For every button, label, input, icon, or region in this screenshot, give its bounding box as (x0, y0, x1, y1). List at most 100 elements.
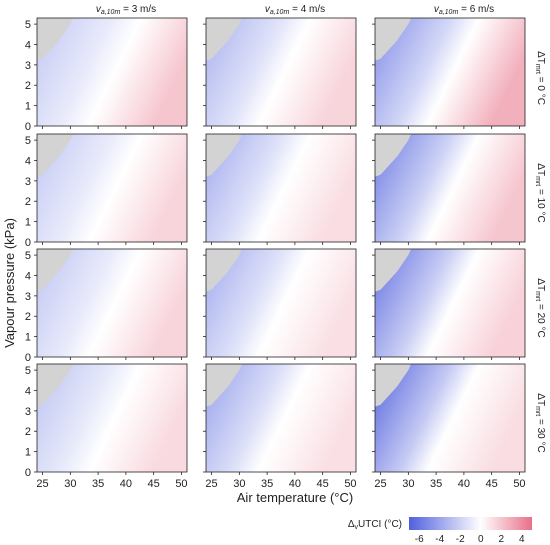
panel-frame (36, 133, 188, 243)
y-tick-label: 0 (25, 237, 31, 249)
heatmap-panels (34, 17, 526, 475)
y-tick-label: 3 (25, 60, 31, 72)
y-tick-label: 5 (25, 135, 31, 147)
panel-r1-c2 (203, 17, 357, 129)
row-headers: ΔTmrt = 0 °C ΔTmrt = 10 °C ΔTmrt = 20 °C… (534, 51, 546, 453)
x-tick-label: 45 (317, 478, 329, 490)
y-tick-label: 4 (25, 270, 31, 282)
panel-r2-c3 (372, 133, 526, 245)
colorbar: ΔvUTCI (°C) -6 -4 -2 0 2 4 (348, 517, 532, 545)
colorbar-tick-label: -2 (456, 534, 465, 545)
masked-region (375, 18, 412, 61)
x-tick-label: 35 (92, 478, 104, 490)
panel-r4-c2 (203, 363, 357, 475)
colorbar-tick-label: 0 (478, 534, 484, 545)
y-tick-label: 5 (25, 365, 31, 377)
y-tick-label: 3 (25, 291, 31, 303)
masked-region (375, 134, 412, 177)
panel-frame (36, 248, 188, 358)
row-header-4: ΔTmrt = 30 °C (534, 393, 546, 452)
y-tick-label: 3 (25, 406, 31, 418)
y-tick-label: 4 (25, 385, 31, 397)
y-tick-label: 1 (25, 101, 31, 113)
y-tick-label: 1 (25, 447, 31, 459)
y-tick-label: 2 (25, 426, 31, 438)
y-tick-label: 0 (25, 467, 31, 479)
panel-frame (36, 17, 188, 127)
panel-frame (374, 248, 526, 358)
y-tick-label: 4 (25, 39, 31, 51)
masked-region (206, 134, 243, 177)
panel-r1-c3 (372, 17, 526, 129)
panel-r3-c2 (203, 248, 357, 360)
x-tick-label: 40 (289, 478, 301, 490)
x-tick-label: 40 (120, 478, 132, 490)
masked-region (206, 18, 243, 61)
colorbar-tick-label: -6 (415, 534, 424, 545)
x-tick-label: 30 (402, 478, 414, 490)
panel-frame (205, 363, 357, 473)
panel-r2-c2 (203, 133, 357, 245)
masked-region (206, 249, 243, 292)
x-tick-label: 25 (374, 478, 386, 490)
row-header-3: ΔTmrt = 20 °C (534, 278, 546, 337)
colorbar-gradient (409, 517, 532, 530)
x-tick-label: 30 (64, 478, 76, 490)
colorbar-tick-label: 2 (498, 534, 504, 545)
panel-frame (374, 363, 526, 473)
panel-frame (374, 17, 526, 127)
masked-region (375, 364, 412, 407)
y-axis-label: Vapour pressure (kPa) (2, 218, 17, 348)
y-tick-label: 0 (25, 121, 31, 133)
masked-region (37, 134, 74, 177)
panel-r4-c1 (34, 363, 188, 475)
x-tick-label: 25 (36, 478, 48, 490)
panel-frame (374, 133, 526, 243)
colorbar-ticks: -6 -4 -2 0 2 4 (415, 534, 525, 545)
masked-region (206, 364, 243, 407)
x-tick-label: 40 (458, 478, 470, 490)
y-tick-label: 5 (25, 19, 31, 31)
x-tick-label: 30 (233, 478, 245, 490)
x-tick-label: 45 (148, 478, 160, 490)
panel-r2-c1 (34, 133, 188, 245)
panel-frame (205, 17, 357, 127)
y-tick-label: 4 (25, 155, 31, 167)
colorbar-label: ΔvUTCI (°C) (348, 519, 402, 531)
y-tick-label: 3 (25, 176, 31, 188)
y-tick-label: 2 (25, 311, 31, 323)
x-tick-label: 45 (486, 478, 498, 490)
colorbar-tick-label: -4 (435, 534, 444, 545)
x-tick-label: 25 (205, 478, 217, 490)
colorbar-tick-label: 4 (519, 534, 525, 545)
y-tick-label: 5 (25, 250, 31, 262)
y-tick-label: 0 (25, 352, 31, 364)
y-tick-label: 1 (25, 332, 31, 344)
row-header-2: ΔTmrt = 10 °C (534, 163, 546, 222)
x-axis-label: Air temperature (°C) (237, 490, 353, 505)
masked-region (37, 364, 74, 407)
panel-frame (205, 133, 357, 243)
column-header-2: va,10m = 4 m/s (265, 4, 325, 16)
x-tick-label: 50 (513, 478, 525, 490)
x-tick-label: 50 (344, 478, 356, 490)
column-header-3: va,10m = 6 m/s (434, 4, 494, 16)
panel-r4-c3 (372, 363, 526, 475)
x-tick-label: 35 (430, 478, 442, 490)
y-tick-label: 2 (25, 80, 31, 92)
y-tick-label: 1 (25, 217, 31, 229)
panel-frame (36, 363, 188, 473)
masked-region (37, 249, 74, 292)
column-header-1: va,10m = 3 m/s (96, 4, 156, 16)
masked-region (375, 249, 412, 292)
panel-r1-c1 (34, 17, 188, 129)
y-tick-label: 2 (25, 196, 31, 208)
panel-r3-c3 (372, 248, 526, 360)
x-tick-label: 50 (175, 478, 187, 490)
panel-frame (205, 248, 357, 358)
x-tick-label: 35 (261, 478, 273, 490)
column-headers: va,10m = 3 m/s va,10m = 4 m/s va,10m = 6… (96, 4, 494, 16)
row-header-1: ΔTmrt = 0 °C (534, 51, 546, 105)
